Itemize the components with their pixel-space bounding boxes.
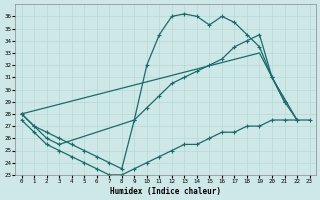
X-axis label: Humidex (Indice chaleur): Humidex (Indice chaleur) xyxy=(110,187,221,196)
